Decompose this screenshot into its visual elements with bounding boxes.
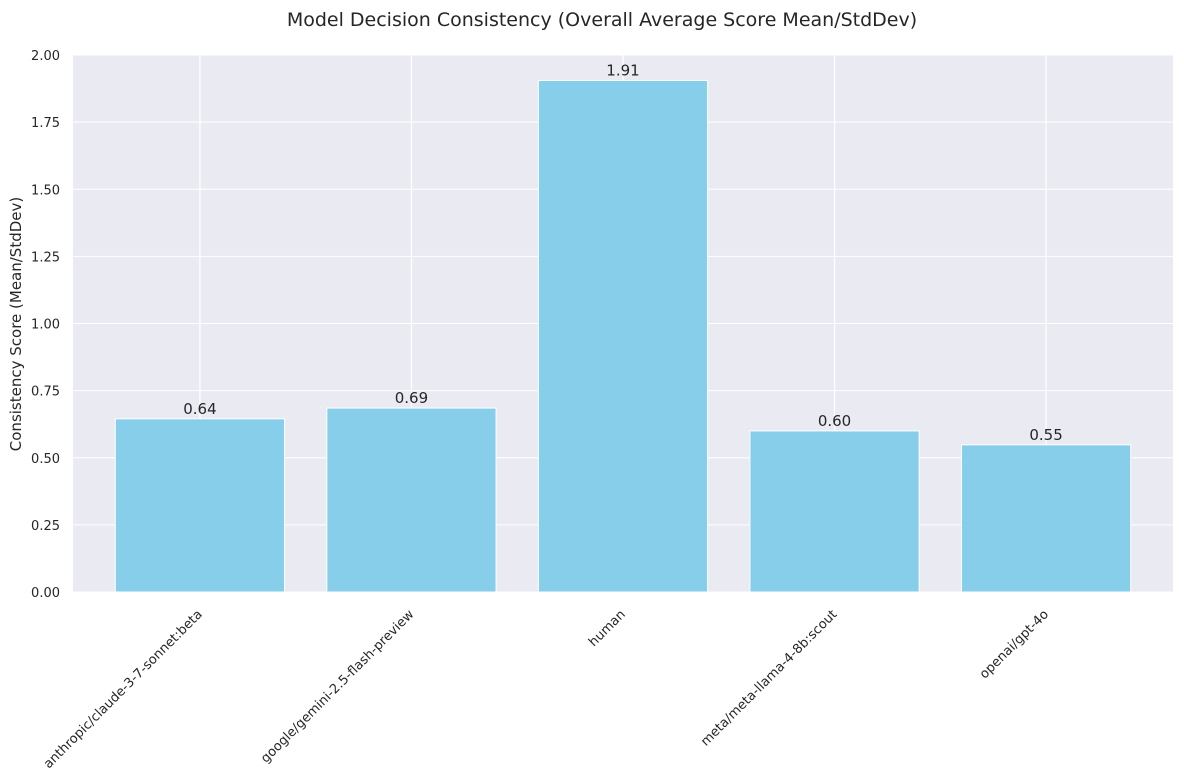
y-tick-label: 0.25 <box>31 519 60 534</box>
y-tick-label: 0.50 <box>31 452 60 467</box>
y-tick-label: 1.00 <box>31 318 60 333</box>
y-axis-label: Consistency Score (Mean/StdDev) <box>7 197 25 451</box>
bars <box>114 80 1132 593</box>
x-tick-label: meta/meta-llama-4-8b:scout <box>698 607 840 749</box>
bar-value-label: 1.91 <box>606 62 639 80</box>
y-tick-label: 1.50 <box>31 183 60 198</box>
bar <box>749 430 920 593</box>
y-tick-label: 1.25 <box>31 250 60 265</box>
x-tick-label: human <box>586 607 629 650</box>
bar-value-label: 0.69 <box>395 389 428 407</box>
y-tick-label: 0.00 <box>31 586 60 601</box>
bar <box>537 80 709 593</box>
x-tick-label: google/gemini-2.5-flash-preview <box>258 607 417 766</box>
chart-title: Model Decision Consistency (Overall Aver… <box>287 9 917 31</box>
x-axis-ticks: anthropic/claude-3-7-sonnet:beta google/g… <box>41 607 1052 772</box>
bar-value-label: 0.64 <box>183 400 216 418</box>
bar-value-label: 0.60 <box>818 412 851 430</box>
y-tick-label: 2.00 <box>31 49 60 64</box>
y-tick-label: 0.75 <box>31 385 60 400</box>
bar <box>114 418 286 593</box>
y-axis-ticks: 0.00 0.25 0.50 0.75 1.00 1.25 1.50 1.75 2.00 <box>31 49 60 601</box>
x-tick-label: openai/gpt-4o <box>977 607 1052 682</box>
y-tick-label: 1.75 <box>31 116 60 131</box>
bar-value-label: 0.55 <box>1029 426 1062 444</box>
bar <box>960 444 1132 593</box>
value-labels: 0.64 0.69 1.91 0.60 0.55 <box>183 62 1063 444</box>
x-tick-label: anthropic/claude-3-7-sonnet:beta <box>41 607 206 772</box>
bar <box>326 407 497 593</box>
